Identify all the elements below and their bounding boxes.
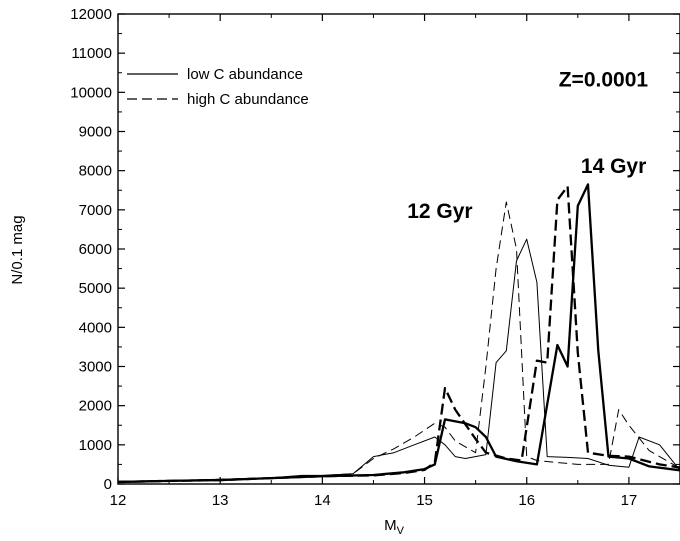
legend-label-high: high C abundance bbox=[187, 91, 309, 108]
x-axis-title-main: M bbox=[384, 517, 397, 534]
y-tick-label: 2000 bbox=[79, 398, 112, 415]
legend: low C abundance high C abundance bbox=[127, 66, 309, 108]
legend-label-low: low C abundance bbox=[187, 66, 303, 83]
series-line-14-gyr-low bbox=[118, 183, 680, 484]
series-layer bbox=[118, 183, 680, 484]
y-tick-label: 6000 bbox=[79, 241, 112, 258]
series-line-12-gyr-high bbox=[118, 201, 680, 482]
y-tick-label: 10000 bbox=[70, 84, 112, 101]
y-tick-label: 9000 bbox=[79, 124, 112, 141]
y-tick-label: 7000 bbox=[79, 202, 112, 219]
series-line-12-gyr-low bbox=[118, 238, 680, 482]
y-tick-label: 1000 bbox=[79, 437, 112, 454]
tick-labels-layer: 0 1000 2000 3000 4000 5000 6000 7000 8000 9000 100… bbox=[70, 6, 637, 509]
y-axis-title: N/0.1 mag bbox=[9, 215, 26, 284]
x-axis-title-subscript: V bbox=[397, 525, 405, 537]
y-tick-label: 8000 bbox=[79, 163, 112, 180]
x-tick-label: 12 bbox=[110, 492, 127, 509]
y-tick-label: 11000 bbox=[71, 45, 112, 62]
y-tick-label: 4000 bbox=[79, 319, 112, 336]
x-tick-label: 13 bbox=[212, 492, 229, 509]
x-tick-label: 15 bbox=[416, 492, 433, 509]
series-line-14-gyr-high bbox=[118, 185, 680, 484]
ticks-layer bbox=[117, 13, 680, 485]
x-tick-label: 17 bbox=[621, 492, 638, 509]
y-tick-label: 3000 bbox=[79, 359, 112, 376]
annotation-metallicity: Z=0.0001 bbox=[559, 69, 649, 92]
x-tick-label: 16 bbox=[518, 492, 535, 509]
annotation-14-gyr: 14 Gyr bbox=[581, 155, 646, 178]
y-tick-label: 0 bbox=[104, 476, 112, 493]
y-tick-label: 12000 bbox=[70, 6, 112, 23]
x-axis-title: MV bbox=[384, 517, 405, 537]
y-tick-label: 5000 bbox=[79, 280, 112, 297]
annotation-12-gyr: 12 Gyr bbox=[407, 200, 472, 223]
x-tick-label: 14 bbox=[314, 492, 331, 509]
